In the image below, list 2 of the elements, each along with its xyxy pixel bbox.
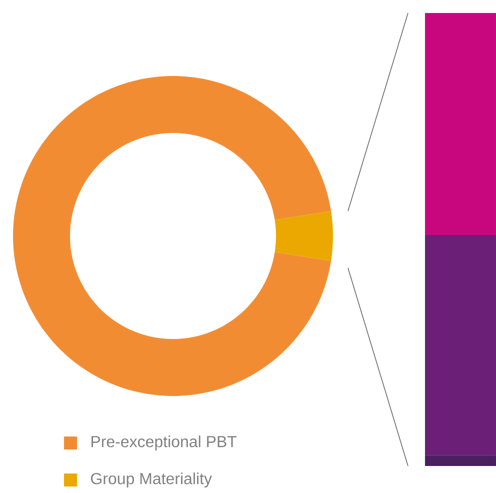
legend-label: Pre-exceptional PBT xyxy=(92,436,237,450)
legend-label: Group Materiality xyxy=(91,472,212,488)
